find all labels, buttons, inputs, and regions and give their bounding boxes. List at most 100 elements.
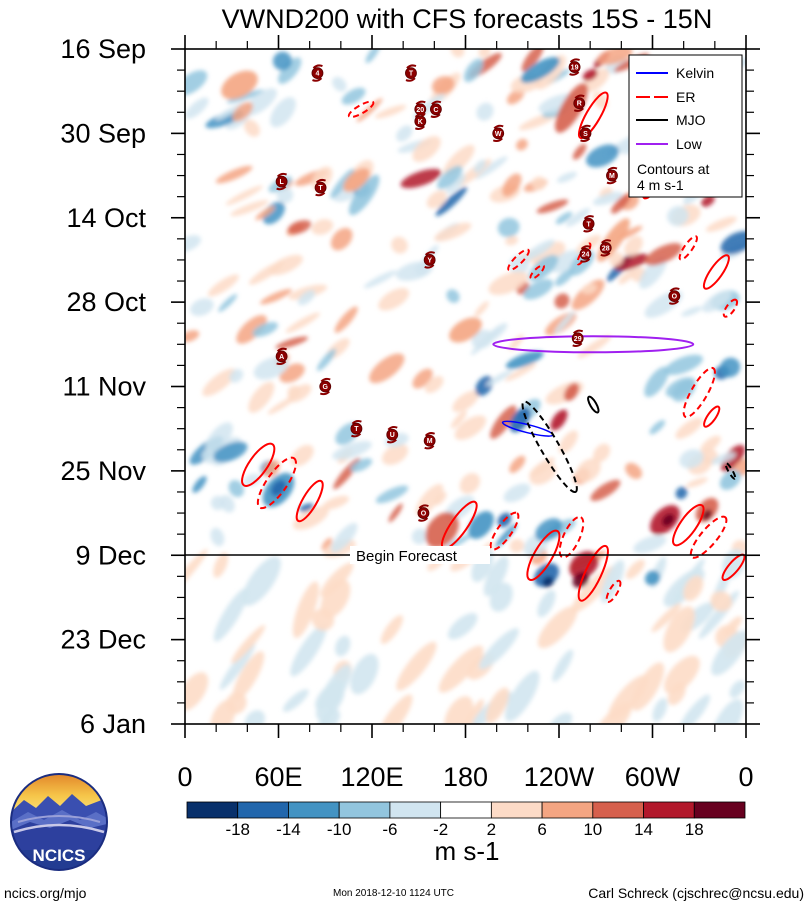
storm-marker: 19: [568, 58, 581, 76]
wave-contour: [558, 515, 585, 559]
wave-contour: [689, 515, 728, 559]
storm-label: A: [279, 354, 284, 361]
colorbar-tick-label: 6: [537, 820, 546, 839]
storm-marker: T: [314, 178, 327, 197]
wave-contour: [347, 100, 375, 119]
y-tick-label: 14 Oct: [66, 203, 146, 233]
y-tick-label: 28 Oct: [66, 287, 146, 317]
colorbar-tick-label: 10: [583, 820, 602, 839]
storm-marker: M: [606, 166, 618, 185]
wave-contour: [577, 91, 609, 140]
wave-contour: [241, 442, 276, 487]
wave-contour: [722, 298, 739, 318]
wave-contour: [724, 462, 737, 480]
storm-label: R: [577, 101, 582, 108]
x-tick-label: 0: [738, 762, 753, 792]
wave-contour: [605, 579, 622, 603]
colorbar: -18 -14 -10 -6 -2 2 6 10 14 18: [186, 801, 746, 839]
colorbar-units: m s-1: [435, 836, 500, 866]
storm-marker: W: [492, 124, 505, 143]
storm-label: 24: [582, 251, 590, 258]
wave-contour: [492, 335, 695, 354]
storm-marker: 4: [311, 64, 324, 82]
wave-contour: [507, 248, 530, 272]
y-tick-label: 25 Nov: [60, 456, 146, 486]
storm-marker: C: [429, 100, 442, 118]
footer-site: ncics.org/mjo: [4, 885, 87, 901]
x-tick-label: 60E: [254, 762, 302, 792]
storm-marker: S: [579, 124, 592, 143]
colorbar-tick-label: -6: [382, 820, 397, 839]
wave-contour: [678, 235, 698, 261]
storm-label: T: [354, 426, 359, 433]
chart-title: VWND200 with CFS forecasts 15S - 15N: [222, 4, 713, 34]
storm-marker: L: [275, 172, 288, 191]
wave-contour: [682, 366, 716, 419]
storm-marker: T: [405, 64, 417, 82]
wave-contour: [702, 254, 730, 290]
storm-label: 29: [574, 336, 582, 343]
colorbar-swatch: [592, 801, 644, 819]
storm-label: 4: [316, 71, 320, 78]
storm-label: W: [495, 131, 502, 138]
colorbar-swatch: [440, 801, 492, 819]
storm-marker: 28: [599, 239, 612, 257]
storm-marker: K: [414, 112, 427, 130]
legend-note-line2: 4 m s-1: [637, 177, 684, 193]
storm-marker: O: [668, 287, 681, 305]
storm-marker: O: [417, 504, 430, 522]
storm-label: 19: [571, 65, 579, 72]
ncics-logo: NCICS: [10, 773, 108, 871]
storm-label: C: [433, 107, 438, 114]
storm-label: M: [609, 173, 615, 180]
storm-marker: U: [386, 426, 399, 444]
colorbar-swatch: [338, 801, 391, 819]
storm-label: T: [409, 71, 414, 78]
colorbar-swatch: [693, 801, 746, 819]
storm-marker: M: [423, 432, 436, 450]
legend: Kelvin ER MJO Low Contours at 4 m s-1: [628, 54, 743, 198]
storm-marker: 29: [571, 329, 584, 347]
colorbar-swatch: [389, 801, 442, 819]
legend-kelvin-label: Kelvin: [676, 65, 714, 81]
x-axis: 0 60E 120E 180 120W 60W 0: [177, 35, 754, 792]
wave-contour: [587, 395, 600, 414]
wave-contour: [529, 264, 545, 280]
colorbar-tick-label: 2: [487, 820, 496, 839]
wave-contour: [672, 503, 705, 547]
colorbar-tick-label: -14: [276, 820, 301, 839]
colorbar-swatch: [237, 801, 289, 819]
y-axis: 16 Sep 30 Sep 14 Oct 28 Oct 11 Nov 25 Nov 9 De…: [60, 34, 760, 739]
storm-marker: G: [319, 377, 332, 396]
storm-label: Y: [427, 257, 432, 264]
storm-marker: T: [582, 215, 595, 233]
storm-label: 28: [602, 245, 610, 252]
colorbar-tick-label: 14: [634, 820, 653, 839]
y-tick-label: 6 Jan: [80, 709, 146, 739]
footer-author: Carl Schreck (cjschrec@ncsu.edu): [588, 885, 804, 901]
storm-label: L: [279, 179, 284, 186]
storm-label: U: [390, 432, 395, 439]
storm-label: O: [421, 511, 427, 518]
storm-label: G: [323, 384, 329, 391]
ncics-logo-text: NCICS: [33, 846, 86, 865]
storm-label: 20: [416, 107, 424, 114]
wave-contour: [526, 529, 561, 581]
y-tick-label: 11 Nov: [62, 372, 146, 402]
y-tick-label: 30 Sep: [60, 118, 146, 148]
colorbar-swatch: [541, 801, 594, 819]
legend-note-line1: Contours at: [637, 161, 709, 177]
storm-label: O: [672, 294, 678, 301]
storm-label: T: [586, 221, 591, 228]
begin-forecast-label: Begin Forecast: [356, 548, 458, 565]
storm-marker: Y: [423, 251, 436, 269]
colorbar-tick-label: -2: [433, 820, 448, 839]
colorbar-tick-label: 18: [685, 820, 704, 839]
colorbar-swatch: [288, 801, 340, 819]
colorbar-swatch: [643, 801, 695, 819]
storm-label: K: [418, 119, 423, 126]
wave-contour: [295, 479, 324, 523]
storm-marker: R: [573, 94, 586, 112]
colorbar-swatch: [186, 801, 239, 819]
x-tick-label: 120E: [340, 762, 403, 792]
